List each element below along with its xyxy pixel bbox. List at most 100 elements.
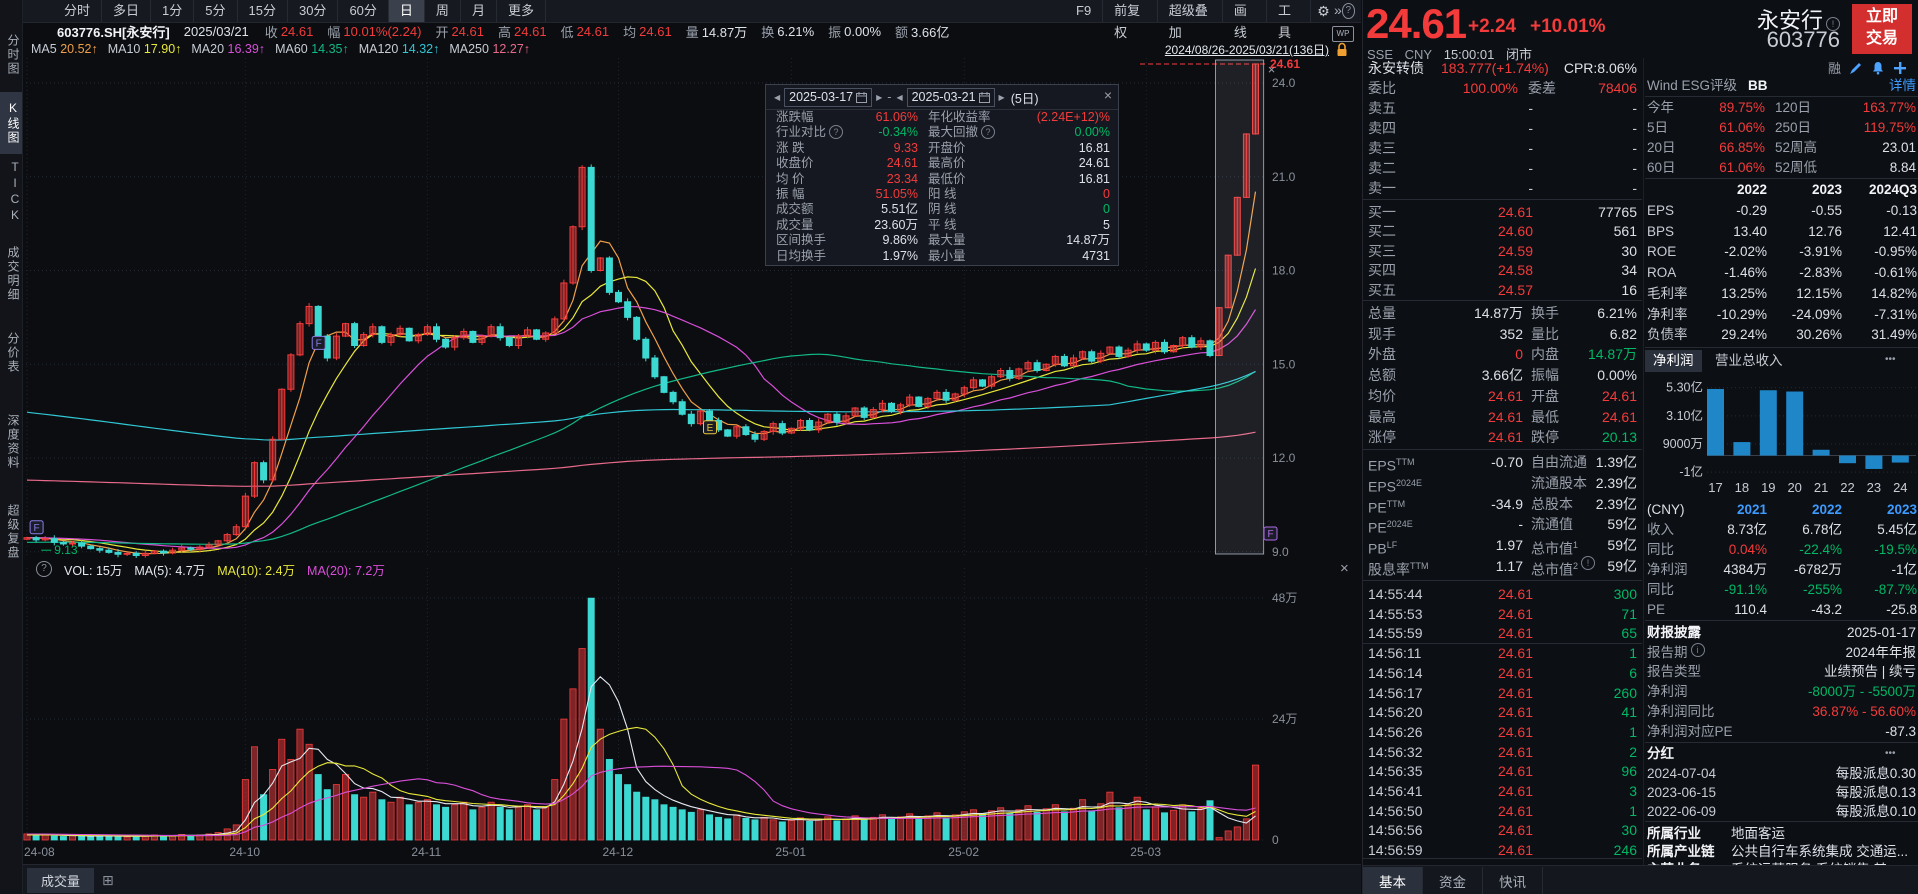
quote-info-bar: 603776.SH[永安行] 2025/03/21 收 24.61 幅 10.01%(2.…: [23, 22, 1361, 40]
next-date-arrow-2[interactable]: ▶: [998, 92, 1005, 102]
toolbar-button-画线[interactable]: 画线: [1223, 0, 1267, 40]
candle: [933, 391, 941, 400]
dividend-amount: 每股派息0.13: [1835, 785, 1916, 800]
volume-bar: [888, 818, 896, 841]
chart-more-menu[interactable]: •••: [1885, 354, 1896, 365]
return-row-60日: 60日 61.06% 52周低 8.84: [1645, 158, 1918, 178]
tick-time: 14:55:53: [1368, 605, 1423, 622]
sidebar-item-成交明细[interactable]: 成交明细: [6, 246, 20, 302]
candle: [1079, 351, 1087, 359]
edit-icon[interactable]: [1849, 61, 1863, 75]
period-tab-5分[interactable]: 5分: [194, 0, 238, 22]
candle: [442, 338, 450, 348]
period-tab-更多[interactable]: 更多: [497, 0, 546, 22]
tt-value: 24.61: [1078, 156, 1110, 171]
sidebar-item-分价表[interactable]: 分价表: [6, 332, 20, 374]
period-tab-周[interactable]: 周: [425, 0, 461, 22]
add-watchlist-icon[interactable]: [1893, 61, 1907, 75]
volume-bar: [241, 779, 249, 841]
date-to-picker[interactable]: 2025-03-21: [906, 87, 995, 107]
tick-minute-divider: [1363, 643, 1642, 644]
sidebar-item-TICK[interactable]: TICK: [8, 160, 22, 224]
toolbar-button-前复权[interactable]: 前复权: [1103, 0, 1158, 40]
bid-label: 买一: [1368, 204, 1396, 220]
expand-panel-icon[interactable]: »: [1334, 2, 1342, 18]
alert-bell-icon[interactable]: [1871, 61, 1885, 75]
period-tab-月[interactable]: 月: [461, 0, 497, 22]
tab-revenue[interactable]: 营业总收入: [1715, 353, 1783, 368]
stock-info-icon[interactable]: !: [1826, 17, 1840, 31]
candle: [1042, 363, 1050, 371]
settings-gear-icon[interactable]: ⚙: [1317, 2, 1330, 19]
volume-help-icon[interactable]: ?: [36, 561, 52, 577]
period-tab-60分[interactable]: 60分: [338, 0, 389, 22]
volume-pane-close-icon[interactable]: ×: [1340, 560, 1349, 577]
right-quote-panel: [1362, 0, 1918, 894]
price-axis-label: 9.0: [1272, 545, 1289, 558]
lock-icon[interactable]: [1335, 42, 1349, 57]
return-label-2: 52周低: [1775, 160, 1818, 175]
add-indicator-icon[interactable]: ⊞: [102, 871, 114, 888]
sidebar-item-深度资料[interactable]: 深度资料: [6, 414, 20, 470]
prev-date-arrow-2[interactable]: ◀: [896, 92, 903, 102]
esg-detail-link[interactable]: 详情: [1889, 78, 1916, 93]
volume-indicator-tab[interactable]: 成交量: [27, 867, 95, 893]
trade-now-button[interactable]: 立即 交易: [1852, 4, 1912, 54]
right-panel-tabs: 基本 资金 快讯: [1363, 865, 1918, 894]
volume-bar: [405, 804, 413, 841]
dividend-more-menu[interactable]: •••: [1885, 748, 1896, 759]
fin-value: -0.13: [1886, 203, 1917, 218]
next-date-arrow[interactable]: ▶: [876, 92, 883, 102]
tt-label: 最低价: [928, 171, 966, 186]
ma-label: MA250: [449, 42, 493, 56]
mini-bar-21: [1812, 449, 1830, 456]
toolbar-button-工具[interactable]: 工具: [1267, 0, 1312, 40]
date-from-picker[interactable]: 2025-03-17: [784, 87, 873, 107]
bid-label: 买三: [1368, 242, 1396, 259]
bid-volume: 34: [1621, 262, 1637, 279]
period-tab-日[interactable]: 日: [388, 0, 425, 22]
question-icon[interactable]: ?: [829, 125, 844, 140]
candle: [241, 495, 249, 528]
help-icon[interactable]: ?: [1341, 3, 1355, 19]
tab-net-profit[interactable]: 净利润: [1645, 350, 1702, 372]
toolbar-button-F9[interactable]: F9: [1065, 0, 1104, 22]
volume-bar: [1170, 809, 1178, 841]
tooltip-close-icon[interactable]: ×: [1103, 87, 1112, 103]
period-tab-15分[interactable]: 15分: [238, 0, 288, 22]
profit-mini-bar-chart[interactable]: 5.30亿 3.10亿 9000万 -1亿 17 18 19 20 21 22 23 24: [1645, 372, 1918, 498]
info-icon[interactable]: i: [1690, 642, 1705, 657]
x-axis-label-25-01: 25-01: [775, 845, 807, 859]
toolbar-button-超级叠加[interactable]: 超级叠加: [1158, 0, 1223, 40]
prev-date-arrow[interactable]: ◀: [774, 92, 781, 102]
return-value: 61.06%: [1719, 120, 1765, 135]
tick-row: 14:55:53 24.61 71: [1363, 604, 1642, 624]
right-tab-快讯[interactable]: 快讯: [1483, 866, 1543, 894]
tick-price: 24.61: [1497, 586, 1533, 602]
stat-label-2: 跌停: [1531, 429, 1559, 446]
period-tab-分时[interactable]: 分时: [53, 0, 103, 22]
info-icon[interactable]: !: [1581, 556, 1596, 570]
candle: [387, 334, 395, 343]
tick-price: 24.61: [1497, 802, 1533, 819]
date-range-link[interactable]: 2024/08/26-2025/03/21(136日): [1164, 43, 1329, 57]
period-tab-30分[interactable]: 30分: [288, 0, 339, 22]
right-tab-资金[interactable]: 资金: [1423, 866, 1483, 894]
x-axis-label-24-08: 24-08: [24, 845, 55, 859]
period-tab-1分[interactable]: 1分: [151, 0, 195, 22]
sidebar-item-K线图[interactable]: K线图: [0, 92, 22, 154]
wp-window-icon[interactable]: WP: [1332, 26, 1354, 42]
question-icon[interactable]: ?: [981, 125, 996, 140]
sidebar-item-分时图[interactable]: 分时图: [6, 34, 20, 76]
volume-bar: [514, 806, 522, 841]
candle: [287, 354, 295, 390]
sidebar-item-超级复盘[interactable]: 超级复盘: [6, 504, 20, 560]
field-value-幅: 10.01%(2.24): [343, 23, 422, 39]
right-tab-基本[interactable]: 基本: [1363, 866, 1423, 894]
tick-price: 24.61: [1497, 605, 1533, 622]
volume-chart[interactable]: 48万 24万 0: [22, 558, 1362, 846]
candle: [478, 335, 486, 343]
period-tab-多日[interactable]: 多日: [102, 0, 152, 22]
candle: [160, 550, 167, 554]
